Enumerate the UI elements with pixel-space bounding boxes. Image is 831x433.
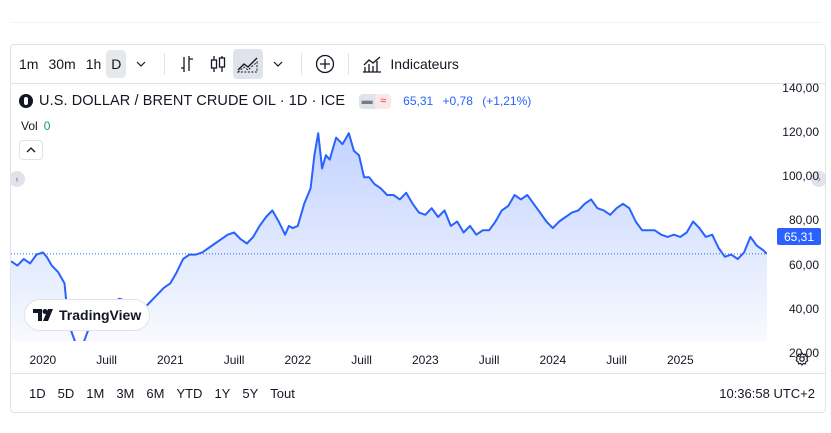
minus-icon: ▬ (359, 93, 376, 109)
price-axis-label: 80,00 (788, 213, 819, 228)
legend-change: +0,78 (442, 94, 473, 108)
indicators-button[interactable]: Indicateurs (357, 50, 463, 78)
time-axis-label: Juill (351, 353, 372, 367)
time-axis-label: 2024 (539, 353, 567, 367)
legend-change-pct: (+1,21%) (482, 94, 532, 108)
chart-toolbar: 1m 30m 1h D Indicateurs (11, 45, 825, 84)
candles-chart-type-button[interactable] (203, 49, 233, 79)
range-button[interactable]: Tout (270, 385, 295, 401)
legend-values: 65,31 +0,78 (+1,21%) (403, 94, 537, 108)
legend-last-price: 65,31 (403, 94, 434, 108)
candles-chart-icon (211, 56, 226, 72)
area-chart-type-button[interactable] (233, 49, 264, 79)
tradingview-logo-icon (33, 309, 53, 321)
time-axis-label: 2022 (284, 353, 312, 367)
toolbar-separator (164, 53, 166, 75)
time-axis-label: 2021 (156, 353, 184, 367)
compare-symbol-button[interactable] (310, 49, 340, 79)
price-axis[interactable]: 20,00 40,00 60,00 80,00 100,00 120,00 140,00 (773, 81, 825, 360)
time-axis-label: Juill (478, 353, 500, 367)
chevron-up-icon (26, 147, 36, 153)
chart-widget: 1m 30m 1h D Indicateurs U.S. DOL (10, 44, 826, 413)
last-price-tag: 65,31 (777, 228, 821, 245)
plus-circle-icon (316, 54, 335, 74)
indicators-label: Indicateurs (390, 56, 459, 72)
time-axis-label: Juill (223, 353, 245, 367)
range-buttons: 1D 5D 1M 3M 6M YTD 1Y 5Y Tout (21, 386, 299, 401)
time-axis-label: Juill (96, 353, 117, 367)
price-axis-label: 100,00 (782, 169, 819, 184)
time-axis-label: 2023 (411, 353, 439, 367)
toolbar-separator (301, 53, 303, 75)
range-button[interactable]: 5D (57, 385, 75, 401)
time-axis-label: 2020 (29, 353, 57, 367)
interval-30m[interactable]: 30m (48, 56, 76, 72)
chevron-left-icon: ‹ (15, 173, 19, 185)
chevron-right-icon: › (817, 173, 821, 185)
price-axis-label: 120,00 (782, 125, 819, 140)
toolbar-separator (348, 53, 350, 75)
range-button[interactable]: 1M (86, 385, 105, 401)
volume-label: Vol (21, 119, 38, 133)
tradingview-logo[interactable]: TradingView (24, 299, 151, 331)
range-button[interactable]: 6M (146, 385, 165, 401)
chart-settings-button[interactable] (795, 352, 809, 371)
range-button[interactable]: 1D (29, 385, 46, 401)
gear-icon (795, 352, 809, 366)
price-axis-label: 140,00 (782, 81, 819, 95)
legend-pill: ▬ ≈ (359, 93, 392, 109)
interval-1d[interactable]: D (106, 50, 127, 78)
price-axis-label: 20,00 (788, 345, 819, 360)
volume-value: 0 (43, 119, 51, 133)
chevron-down-icon (136, 61, 146, 67)
collapse-legend-button[interactable] (19, 140, 43, 160)
chart-type-dropdown-button[interactable] (263, 49, 293, 79)
range-button[interactable]: 1Y (214, 385, 231, 401)
area-chart-icon (237, 57, 258, 73)
symbol-title: U.S. DOLLAR / BRENT CRUDE OIL · 1D · ICE (39, 93, 346, 109)
range-bar: 1D 5D 1M 3M 6M YTD 1Y 5Y Tout 10:36:58 UTC+2 (11, 373, 825, 412)
page-top-divider (10, 22, 821, 23)
clock: 10:36:58 UTC+2 (719, 385, 815, 401)
interval-dropdown-button[interactable] (126, 49, 156, 79)
chevron-down-icon (273, 61, 283, 67)
indicators-icon (363, 56, 382, 73)
symbol-legend: U.S. DOLLAR / BRENT CRUDE OIL · 1D · ICE… (19, 93, 537, 109)
volume-legend: Vol 0 (21, 119, 50, 133)
interval-1h[interactable]: 1h (85, 56, 102, 72)
time-axis-label: 2025 (666, 353, 694, 367)
interval-1m[interactable]: 1m (19, 56, 39, 72)
range-button[interactable]: 3M (116, 385, 135, 401)
tradingview-logo-text: TradingView (59, 307, 142, 323)
bar-chart-type-button[interactable] (173, 49, 203, 79)
price-axis-label: 60,00 (788, 257, 819, 272)
symbol-logo-icon (19, 94, 33, 108)
price-area-fill (11, 133, 767, 341)
price-axis-label: 40,00 (788, 301, 819, 316)
bars-chart-icon (181, 56, 194, 72)
range-button[interactable]: YTD (176, 385, 203, 401)
scroll-left-button[interactable]: ‹ (11, 171, 25, 187)
time-axis-label: Juill (606, 353, 627, 367)
scroll-right-button[interactable]: › (811, 171, 825, 187)
range-button[interactable]: 5Y (242, 385, 259, 401)
approx-icon: ≈ (375, 93, 392, 109)
